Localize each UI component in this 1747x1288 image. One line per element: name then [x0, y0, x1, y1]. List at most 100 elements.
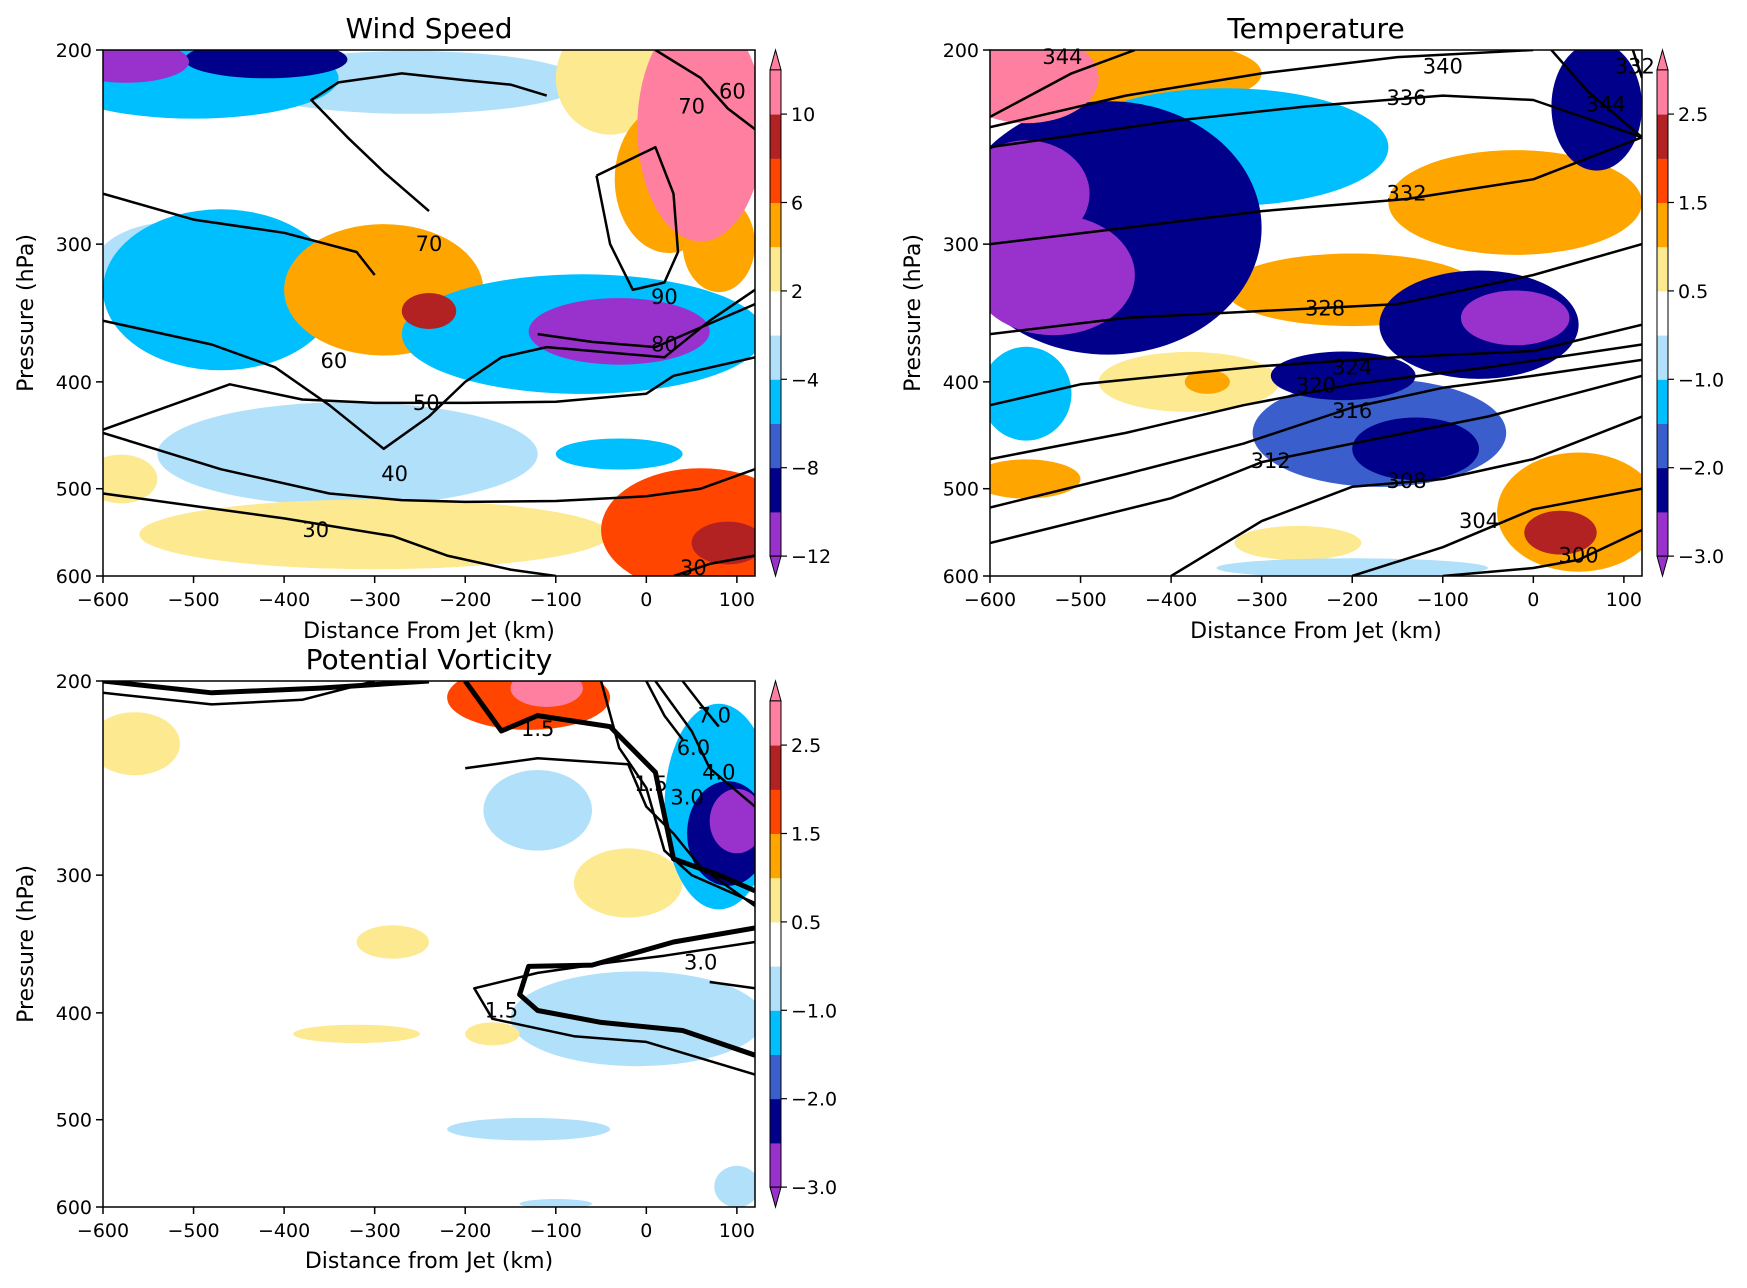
colorbar-extend-min — [769, 555, 782, 578]
plot-frame — [989, 49, 1643, 577]
anomaly-patch — [1216, 558, 1488, 576]
contour-label: 300 — [1559, 544, 1599, 568]
contour-label: 344 — [1042, 45, 1082, 69]
colorbar-extend-max — [1656, 48, 1669, 71]
colorbar-segment — [770, 877, 781, 923]
colorbar-segment — [770, 158, 781, 203]
colorbar-tick-label: 2.5 — [791, 735, 821, 757]
plot-frame — [102, 680, 756, 1208]
contour-label: 320 — [1296, 373, 1336, 397]
contour-line — [990, 242, 1642, 336]
x-tick-label: −500 — [167, 589, 219, 611]
contour-lines — [990, 50, 1642, 576]
anomaly-patch — [990, 214, 1135, 336]
contour-line — [103, 492, 556, 576]
anomaly-patch — [1184, 369, 1230, 394]
contour-line — [595, 145, 680, 292]
contour-lines — [103, 681, 755, 1076]
contour-label: 90 — [651, 285, 678, 309]
colorbar-segment — [770, 335, 781, 380]
anomaly-patch — [1460, 290, 1570, 346]
colorbar-segment — [770, 467, 781, 513]
x-tick-label: −300 — [1236, 589, 1288, 611]
contour-line — [103, 431, 755, 504]
colorbar-tick-label: −1.0 — [791, 1000, 837, 1022]
x-tick-label: −400 — [258, 589, 310, 611]
contour-line — [1351, 487, 1642, 576]
x-tick-label: −200 — [439, 589, 491, 611]
colorbar-frame — [769, 700, 782, 1188]
contour-label: 324 — [1332, 355, 1372, 379]
x-tick-label: −200 — [1326, 589, 1378, 611]
contour-line — [103, 681, 376, 706]
anomaly-patch — [184, 50, 348, 79]
contour-label: 344 — [1586, 92, 1626, 116]
colorbar-segment — [770, 511, 781, 557]
y-tick-label: 200 — [56, 40, 92, 62]
anomaly-patch — [103, 209, 339, 371]
contour-label: 304 — [1459, 509, 1499, 533]
anomaly-field — [103, 681, 755, 1207]
x-axis-label: Distance From Jet (km) — [303, 619, 555, 644]
colorbar-segment — [770, 789, 781, 834]
colorbar-segment — [1657, 467, 1668, 513]
anomaly-patch — [510, 971, 755, 1067]
colorbar-tick-label: 10 — [791, 104, 815, 126]
anomaly-patch — [555, 438, 683, 470]
colorbar-segment — [770, 423, 781, 469]
x-tick-label: −400 — [1145, 589, 1197, 611]
x-tick-label: −500 — [167, 1220, 219, 1242]
y-tick-label: 200 — [56, 671, 92, 693]
x-tick-label: −500 — [1054, 589, 1106, 611]
panel-potential-vorticity: Potential Vorticity 1.51.53.04.06.07.01.… — [14, 643, 837, 1274]
y-axis: 200 300 400 500 600 — [943, 40, 990, 588]
x-tick-label: 100 — [1606, 589, 1642, 611]
x-tick-label: −600 — [77, 1220, 129, 1242]
anomaly-patch — [519, 1199, 592, 1207]
colorbar-segment — [1657, 335, 1668, 380]
contour-label: 80 — [651, 333, 678, 357]
colorbar-frame — [1656, 69, 1669, 557]
contour-label: 70 — [416, 232, 443, 256]
x-tick-label: −100 — [530, 589, 582, 611]
chart-title: Wind Speed — [345, 12, 512, 45]
x-tick-label: 100 — [719, 589, 755, 611]
contour-line — [990, 94, 1642, 149]
colorbar-segment — [770, 1010, 781, 1055]
contour-line — [681, 681, 720, 728]
contour-line — [654, 681, 755, 808]
colorbar-extend-max — [769, 679, 782, 702]
colorbar: −3.0 −2.0 −1.0 0.5 1.5 2.5 — [1656, 48, 1724, 578]
contour-label: 1.5 — [521, 717, 554, 741]
y-tick-label: 600 — [56, 566, 92, 588]
anomaly-patch — [103, 712, 180, 776]
anomaly-patch — [103, 50, 189, 83]
colorbar-tick-label: −4 — [791, 369, 819, 391]
colorbar-tick-label: −2.0 — [1678, 458, 1724, 480]
contour-label: 60 — [719, 79, 746, 103]
colorbar-segment — [1657, 114, 1668, 159]
x-axis: −600 −500 −400 −300 −200 −100 0 100 — [77, 576, 755, 611]
contour-line — [1170, 415, 1642, 576]
y-tick-label: 600 — [943, 566, 979, 588]
contour-line — [990, 323, 1642, 407]
contour-label: 312 — [1251, 449, 1291, 473]
x-tick-label: −300 — [349, 589, 401, 611]
chart-title: Potential Vorticity — [306, 643, 553, 676]
colorbar-segment — [1657, 379, 1668, 424]
contour-line — [645, 681, 684, 741]
contour-line — [990, 50, 1136, 119]
colorbar: −12 −8 −4 2 6 10 — [769, 48, 831, 578]
colorbar-segment — [770, 202, 781, 248]
contour-label: 4.0 — [702, 760, 735, 784]
colorbar-segment — [1657, 246, 1668, 292]
x-tick-label: −600 — [964, 589, 1016, 611]
contour-label: 308 — [1387, 469, 1427, 493]
anomaly-patch — [528, 298, 710, 365]
contour-line — [990, 358, 1642, 509]
colorbar-segment — [770, 1142, 781, 1188]
contour-line — [103, 288, 755, 451]
